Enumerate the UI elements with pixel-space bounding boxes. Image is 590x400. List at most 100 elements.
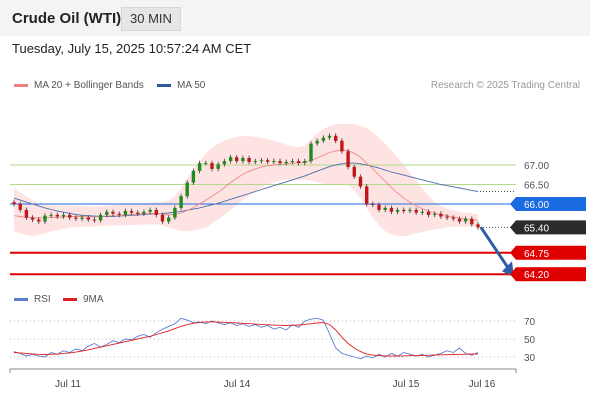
price-tag-65.40 (516, 220, 586, 235)
candle-body (37, 219, 41, 222)
candle-body (309, 143, 313, 162)
candle-body (160, 214, 165, 222)
legend-item-9ma: 9MA (63, 294, 104, 305)
timestamp: Tuesday, July 15, 2025 10:57:24 AM CET (12, 41, 252, 56)
candle-body (167, 217, 171, 222)
candle-body (74, 217, 78, 219)
candle-body (346, 151, 350, 167)
candle-body (383, 207, 387, 210)
price-tag-label-64.20: 64.20 (524, 270, 549, 281)
candle-body (30, 217, 35, 220)
candle-body (92, 219, 97, 221)
candle-body (204, 163, 208, 165)
candle-body (210, 163, 214, 169)
candle-body (18, 204, 22, 210)
rsi-tick-label-50: 50 (524, 335, 536, 346)
candle-body (197, 163, 202, 171)
copyright-notice: Research © 2025 Trading Central (430, 80, 580, 91)
legend-item-ma20: MA 20 + Bollinger Bands (14, 80, 144, 91)
candle-body (457, 218, 462, 222)
price-tag-pointer-66.00 (510, 197, 516, 211)
candle-body (420, 211, 424, 213)
candle-body (433, 213, 437, 215)
x-tick-label-jul-15: Jul 15 (393, 379, 420, 390)
legend-swatch-9ma (63, 298, 77, 301)
candle-body (334, 135, 338, 141)
price-tag-pointer-64.20 (510, 267, 516, 282)
candle-body (228, 157, 233, 162)
legend-item-ma50: MA 50 (157, 80, 205, 91)
price-tag-label-66.00: 66.00 (524, 200, 549, 211)
price-level-label-67.00: 67.00 (524, 161, 549, 172)
price-tag-label-64.75: 64.75 (524, 249, 549, 260)
price-tag-pointer-65.40 (510, 220, 516, 235)
candle-body (86, 217, 90, 220)
ma20-line (13, 149, 479, 221)
candle-body (402, 209, 406, 212)
projection-arrow-line (479, 226, 513, 274)
candle-body (259, 160, 264, 162)
candle-body (358, 176, 363, 187)
candle-body (303, 161, 307, 163)
candle-body (154, 209, 158, 215)
legend-swatch-rsi (14, 298, 28, 301)
candle-body (68, 214, 72, 218)
candle-body (12, 202, 16, 204)
candle-body (352, 166, 356, 177)
candle-body (278, 161, 282, 163)
price-tag-pointer-64.75 (510, 245, 516, 260)
candle-body (129, 211, 134, 213)
candle-body (266, 160, 270, 162)
candle-body (389, 207, 394, 212)
candle-body (179, 196, 183, 208)
candle-body (247, 158, 251, 162)
candle-body (185, 182, 189, 197)
candle-body (148, 209, 152, 212)
candle-body (476, 224, 480, 228)
candle-body (340, 140, 344, 152)
legend-label-rsi: RSI (34, 294, 51, 305)
price-level-label-66.50: 66.50 (524, 181, 549, 192)
candle-body (49, 214, 53, 216)
candle-body (272, 161, 276, 163)
candle-body (451, 217, 455, 219)
candle-body (80, 217, 84, 219)
candle-body (216, 164, 220, 169)
rsi-series-9ma (13, 321, 479, 357)
candle-body (142, 211, 146, 214)
price-tag-66.00 (516, 197, 586, 211)
candle-body (470, 218, 474, 225)
timeframe-button[interactable]: 30 MIN (121, 7, 181, 31)
instrument-title: Crude Oil (WTI) (12, 10, 122, 27)
candle-body (173, 207, 177, 218)
candle-body (61, 214, 66, 217)
candle-body (191, 170, 196, 183)
header-bar (0, 0, 590, 36)
candle-body (284, 161, 288, 164)
x-tick-label-jul-16: Jul 16 (469, 379, 496, 390)
candle-body (222, 161, 227, 165)
x-tick-label-jul-14: Jul 14 (224, 379, 251, 390)
candle-body (296, 161, 301, 163)
rsi-series-rsi (13, 317, 479, 360)
candle-body (321, 137, 326, 141)
candle-body (371, 204, 375, 205)
candle-body (426, 211, 431, 215)
legend-label-9ma: 9MA (83, 294, 104, 305)
candle-body (439, 213, 443, 217)
candle-body (123, 211, 128, 215)
candle-body (315, 140, 319, 144)
candle-body (377, 204, 381, 210)
price-tag-64.20 (516, 267, 586, 282)
x-tick-label-jul-11: Jul 11 (55, 379, 81, 390)
candle-body (235, 157, 239, 162)
legend-swatch-ma50 (157, 84, 171, 87)
candle-body (111, 211, 115, 214)
candle-body (98, 214, 103, 221)
candle-body (445, 216, 449, 218)
ma50-line (13, 162, 479, 217)
legend-item-rsi: RSI (14, 294, 51, 305)
legend-label-ma20: MA 20 + Bollinger Bands (34, 80, 144, 91)
candle-body (408, 209, 412, 212)
